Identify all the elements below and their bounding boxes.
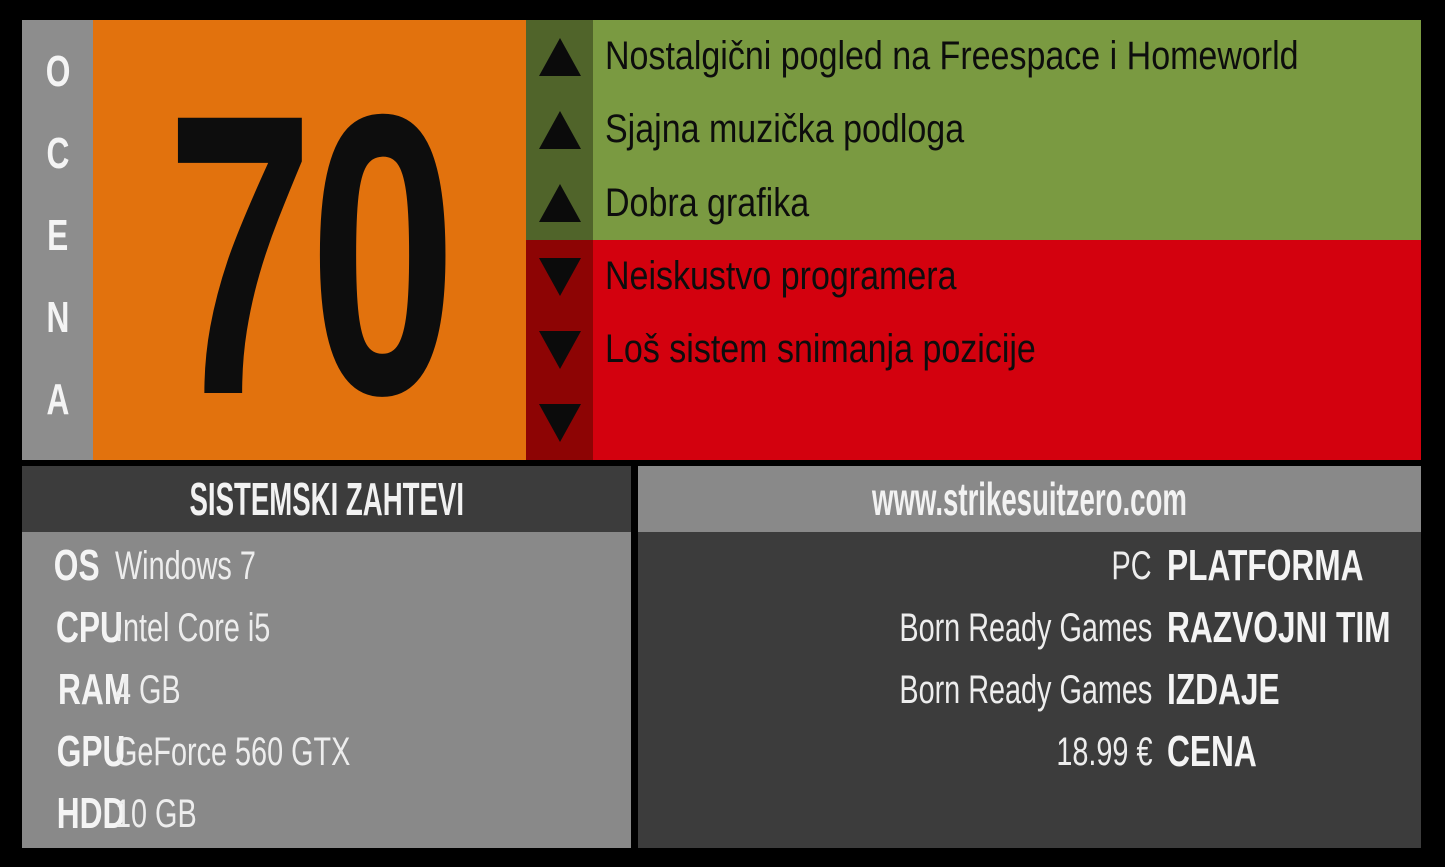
pros-list: Nostalgični pogled na Freespace i Homewo… [593, 20, 1421, 240]
requirement-label: RAM [58, 665, 131, 714]
requirement-value: 10 GB [115, 792, 197, 836]
game-info-body: PC PLATFORMA Born Ready Games RAZVOJNI T… [638, 532, 1421, 848]
cons-arrow-strip [526, 240, 594, 460]
requirement-row: OS Windows 7 [22, 535, 631, 597]
pro-item: Dobra grafika [593, 167, 1421, 240]
system-requirements-title: SISTEMSKI ZAHTEVI [189, 473, 464, 525]
requirement-value: 4 GB [115, 668, 181, 712]
con-item: Neiskustvo programera [593, 240, 1421, 313]
score-section: O C E N A 70 [22, 20, 1421, 460]
info-row: Born Ready Games RAZVOJNI TIM [638, 597, 1421, 659]
pro-text: Sjajna muzička podloga [605, 107, 965, 152]
info-value: PC [1111, 544, 1152, 588]
down-arrow-icon [538, 404, 581, 443]
cons-list: Neiskustvo programera Loš sistem snimanj… [593, 240, 1421, 460]
info-value: Born Ready Games [899, 668, 1152, 712]
con-item [593, 387, 1421, 460]
pro-text: Dobra grafika [605, 180, 810, 225]
requirement-row: CPU Intel Core i5 [22, 597, 631, 659]
info-label: IZDAJE [1167, 665, 1280, 714]
arrow-column [526, 20, 594, 460]
info-label: CENA [1167, 727, 1257, 776]
down-arrow-icon [538, 330, 581, 369]
ocena-letter: E [47, 211, 69, 260]
score-box: 70 [93, 20, 527, 478]
score-value: 70 [167, 31, 457, 478]
pro-item: Nostalgični pogled na Freespace i Homewo… [593, 20, 1421, 93]
pro-item: Sjajna muzička podloga [593, 93, 1421, 166]
requirement-value: Windows 7 [115, 544, 256, 588]
requirement-value: GeForce 560 GTX [115, 730, 351, 774]
up-arrow-icon [538, 110, 581, 149]
info-row: Born Ready Games IZDAJE [638, 659, 1421, 721]
info-value: 18.99 € [1055, 730, 1152, 774]
requirement-value: Intel Core i5 [115, 606, 271, 650]
requirement-label: CPU [56, 603, 123, 652]
down-arrow-icon [538, 257, 581, 296]
info-row: 18.99 € CENA [638, 721, 1421, 783]
requirement-row: GPU GeForce 560 GTX [22, 721, 631, 783]
up-arrow-icon [538, 184, 581, 223]
info-label: RAZVOJNI TIM [1167, 603, 1391, 652]
ocena-letter: O [45, 47, 71, 96]
up-arrow-icon [538, 37, 581, 76]
requirement-label: OS [54, 541, 100, 590]
details-section: SISTEMSKI ZAHTEVI OS Windows 7 CPU Intel… [22, 466, 1421, 848]
con-item: Loš sistem snimanja pozicije [593, 313, 1421, 386]
points-column: Nostalgični pogled na Freespace i Homewo… [593, 20, 1421, 460]
info-value: Born Ready Games [899, 606, 1152, 650]
info-row: PC PLATFORMA [638, 535, 1421, 597]
website-link[interactable]: www.strikesuitzero.com [872, 473, 1187, 525]
requirement-label: GPU [56, 727, 126, 776]
info-label: PLATFORMA [1167, 541, 1364, 590]
game-info-panel: www.strikesuitzero.com PC PLATFORMA Born… [638, 466, 1421, 848]
system-requirements-body: OS Windows 7 CPU Intel Core i5 RAM 4 GB … [22, 532, 631, 848]
ocena-letter: A [46, 375, 70, 424]
ocena-letter: N [46, 293, 70, 342]
con-text: Neiskustvo programera [605, 254, 957, 299]
requirement-label: HDD [56, 789, 126, 838]
game-info-header: www.strikesuitzero.com [638, 466, 1421, 532]
requirement-row: HDD 10 GB [22, 783, 631, 845]
system-requirements-panel: SISTEMSKI ZAHTEVI OS Windows 7 CPU Intel… [22, 466, 631, 848]
score-vertical-label: O C E N A [22, 20, 94, 460]
system-requirements-header: SISTEMSKI ZAHTEVI [22, 466, 631, 532]
scorecard-content: O C E N A 70 [22, 20, 1421, 848]
con-text: Loš sistem snimanja pozicije [605, 327, 1036, 372]
pros-arrow-strip [526, 20, 594, 240]
requirement-row: RAM 4 GB [22, 659, 631, 721]
ocena-letter: C [46, 129, 70, 178]
pro-text: Nostalgični pogled na Freespace i Homewo… [605, 34, 1299, 79]
